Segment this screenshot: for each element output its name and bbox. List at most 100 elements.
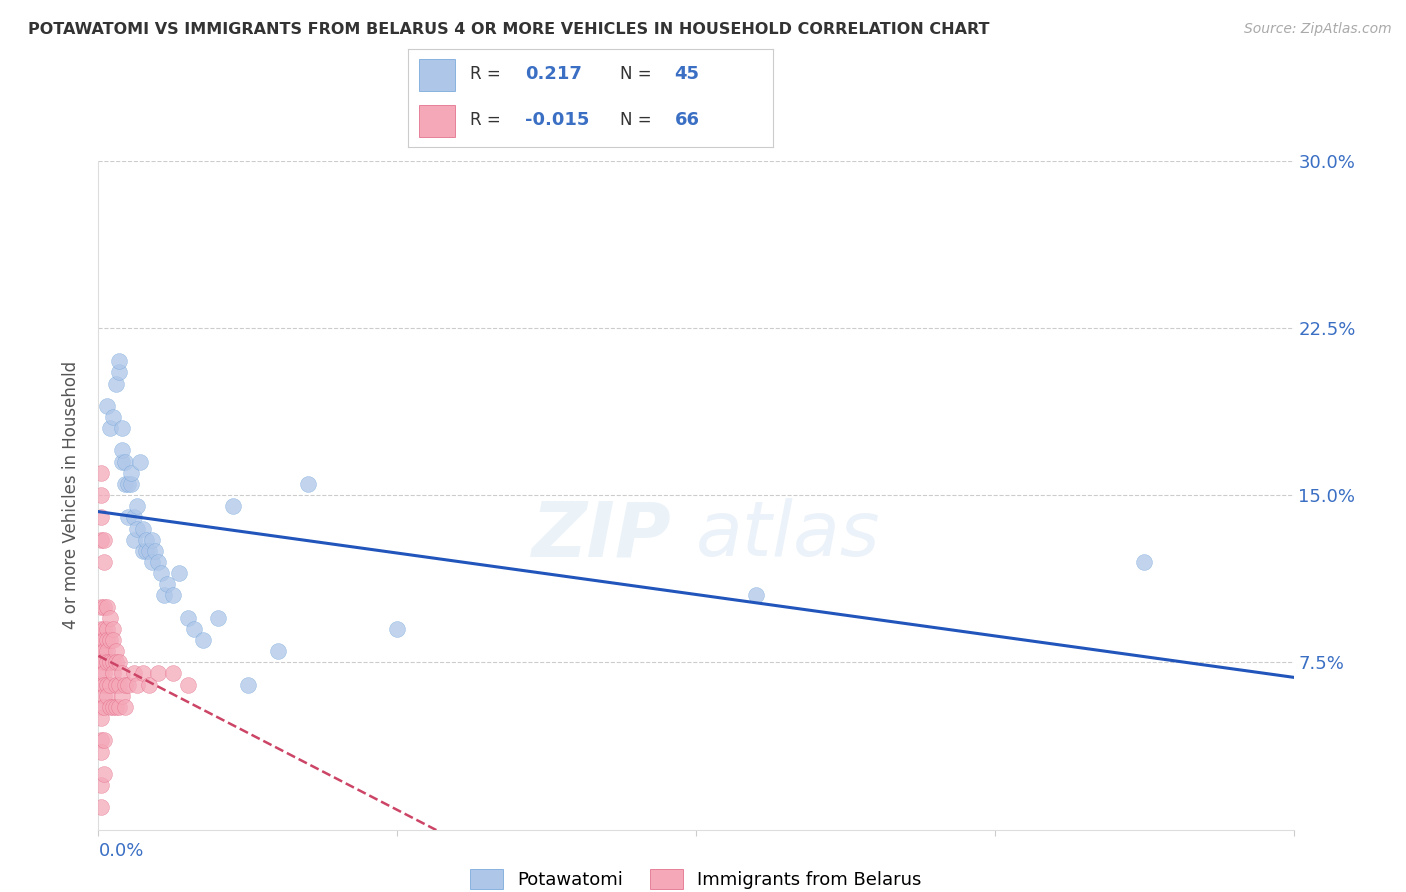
Point: [108, 354, 131, 368]
Point: [93, 678, 115, 692]
Text: 0.0%: 0.0%: [98, 842, 143, 860]
Point: [114, 454, 136, 469]
Point: [124, 666, 146, 681]
Point: [90, 622, 112, 636]
Point: [162, 589, 184, 603]
Point: [90, 678, 112, 692]
Point: [141, 555, 163, 569]
Point: [103, 699, 125, 714]
Point: [103, 666, 125, 681]
Point: [132, 521, 155, 535]
Point: [148, 666, 170, 681]
Point: [108, 655, 131, 669]
Point: [90, 533, 112, 547]
Point: [153, 589, 176, 603]
Point: [96, 399, 118, 413]
Point: [96, 689, 118, 703]
Text: Source: ZipAtlas.com: Source: ZipAtlas.com: [1244, 22, 1392, 37]
Point: [124, 533, 146, 547]
Point: [93, 622, 115, 636]
Point: [135, 533, 157, 547]
Point: [129, 454, 152, 469]
Point: [117, 510, 139, 524]
Point: [100, 421, 122, 435]
Point: [297, 476, 319, 491]
Point: [138, 678, 160, 692]
Point: [105, 644, 128, 658]
Text: ZIP: ZIP: [533, 499, 672, 572]
Point: [90, 466, 112, 480]
Text: 45: 45: [675, 65, 700, 83]
Point: [127, 521, 149, 535]
Point: [90, 644, 112, 658]
Point: [236, 678, 259, 692]
Point: [114, 476, 136, 491]
Point: [267, 644, 290, 658]
Point: [96, 599, 118, 614]
Point: [207, 610, 229, 624]
Point: [100, 699, 122, 714]
Point: [1133, 555, 1156, 569]
Text: 66: 66: [675, 112, 700, 129]
Text: atlas: atlas: [696, 499, 880, 572]
Point: [105, 678, 128, 692]
Point: [100, 610, 122, 624]
Text: POTAWATOMI VS IMMIGRANTS FROM BELARUS 4 OR MORE VEHICLES IN HOUSEHOLD CORRELATIO: POTAWATOMI VS IMMIGRANTS FROM BELARUS 4 …: [28, 22, 990, 37]
Point: [138, 543, 160, 558]
Point: [103, 622, 125, 636]
Point: [105, 376, 128, 391]
Point: [111, 689, 134, 703]
Point: [124, 510, 146, 524]
Point: [108, 366, 131, 380]
Point: [132, 543, 155, 558]
Point: [111, 666, 134, 681]
Point: [90, 599, 112, 614]
Point: [90, 744, 112, 758]
Point: [148, 555, 170, 569]
Point: [90, 666, 112, 681]
Point: [222, 500, 245, 514]
Point: [385, 622, 409, 636]
Point: [93, 655, 115, 669]
Point: [150, 566, 173, 581]
Point: [127, 678, 149, 692]
Bar: [419, 59, 456, 91]
Point: [96, 655, 118, 669]
Point: [93, 766, 115, 781]
Point: [745, 589, 768, 603]
Point: [90, 733, 112, 747]
Point: [90, 633, 112, 648]
Point: [177, 610, 200, 624]
Point: [90, 800, 112, 814]
Point: [100, 678, 122, 692]
Point: [103, 655, 125, 669]
Point: [93, 689, 115, 703]
Point: [156, 577, 179, 591]
Point: [114, 678, 136, 692]
Point: [132, 666, 155, 681]
Point: [93, 644, 115, 658]
Point: [105, 655, 128, 669]
Text: 0.217: 0.217: [524, 65, 582, 83]
Point: [93, 533, 115, 547]
Point: [96, 644, 118, 658]
Point: [93, 555, 115, 569]
Text: N =: N =: [620, 65, 657, 83]
Point: [114, 699, 136, 714]
Point: [103, 633, 125, 648]
Point: [100, 655, 122, 669]
Point: [90, 488, 112, 502]
Point: [90, 655, 112, 669]
Y-axis label: 4 or more Vehicles in Household: 4 or more Vehicles in Household: [62, 361, 80, 629]
Point: [120, 466, 142, 480]
Point: [90, 699, 112, 714]
Legend: Potawatomi, Immigrants from Belarus: Potawatomi, Immigrants from Belarus: [463, 863, 929, 892]
Bar: [419, 105, 456, 137]
Point: [103, 410, 125, 425]
Point: [117, 678, 139, 692]
Point: [162, 666, 184, 681]
Point: [191, 633, 214, 648]
Point: [183, 622, 205, 636]
Point: [117, 476, 139, 491]
Text: R =: R =: [470, 112, 506, 129]
